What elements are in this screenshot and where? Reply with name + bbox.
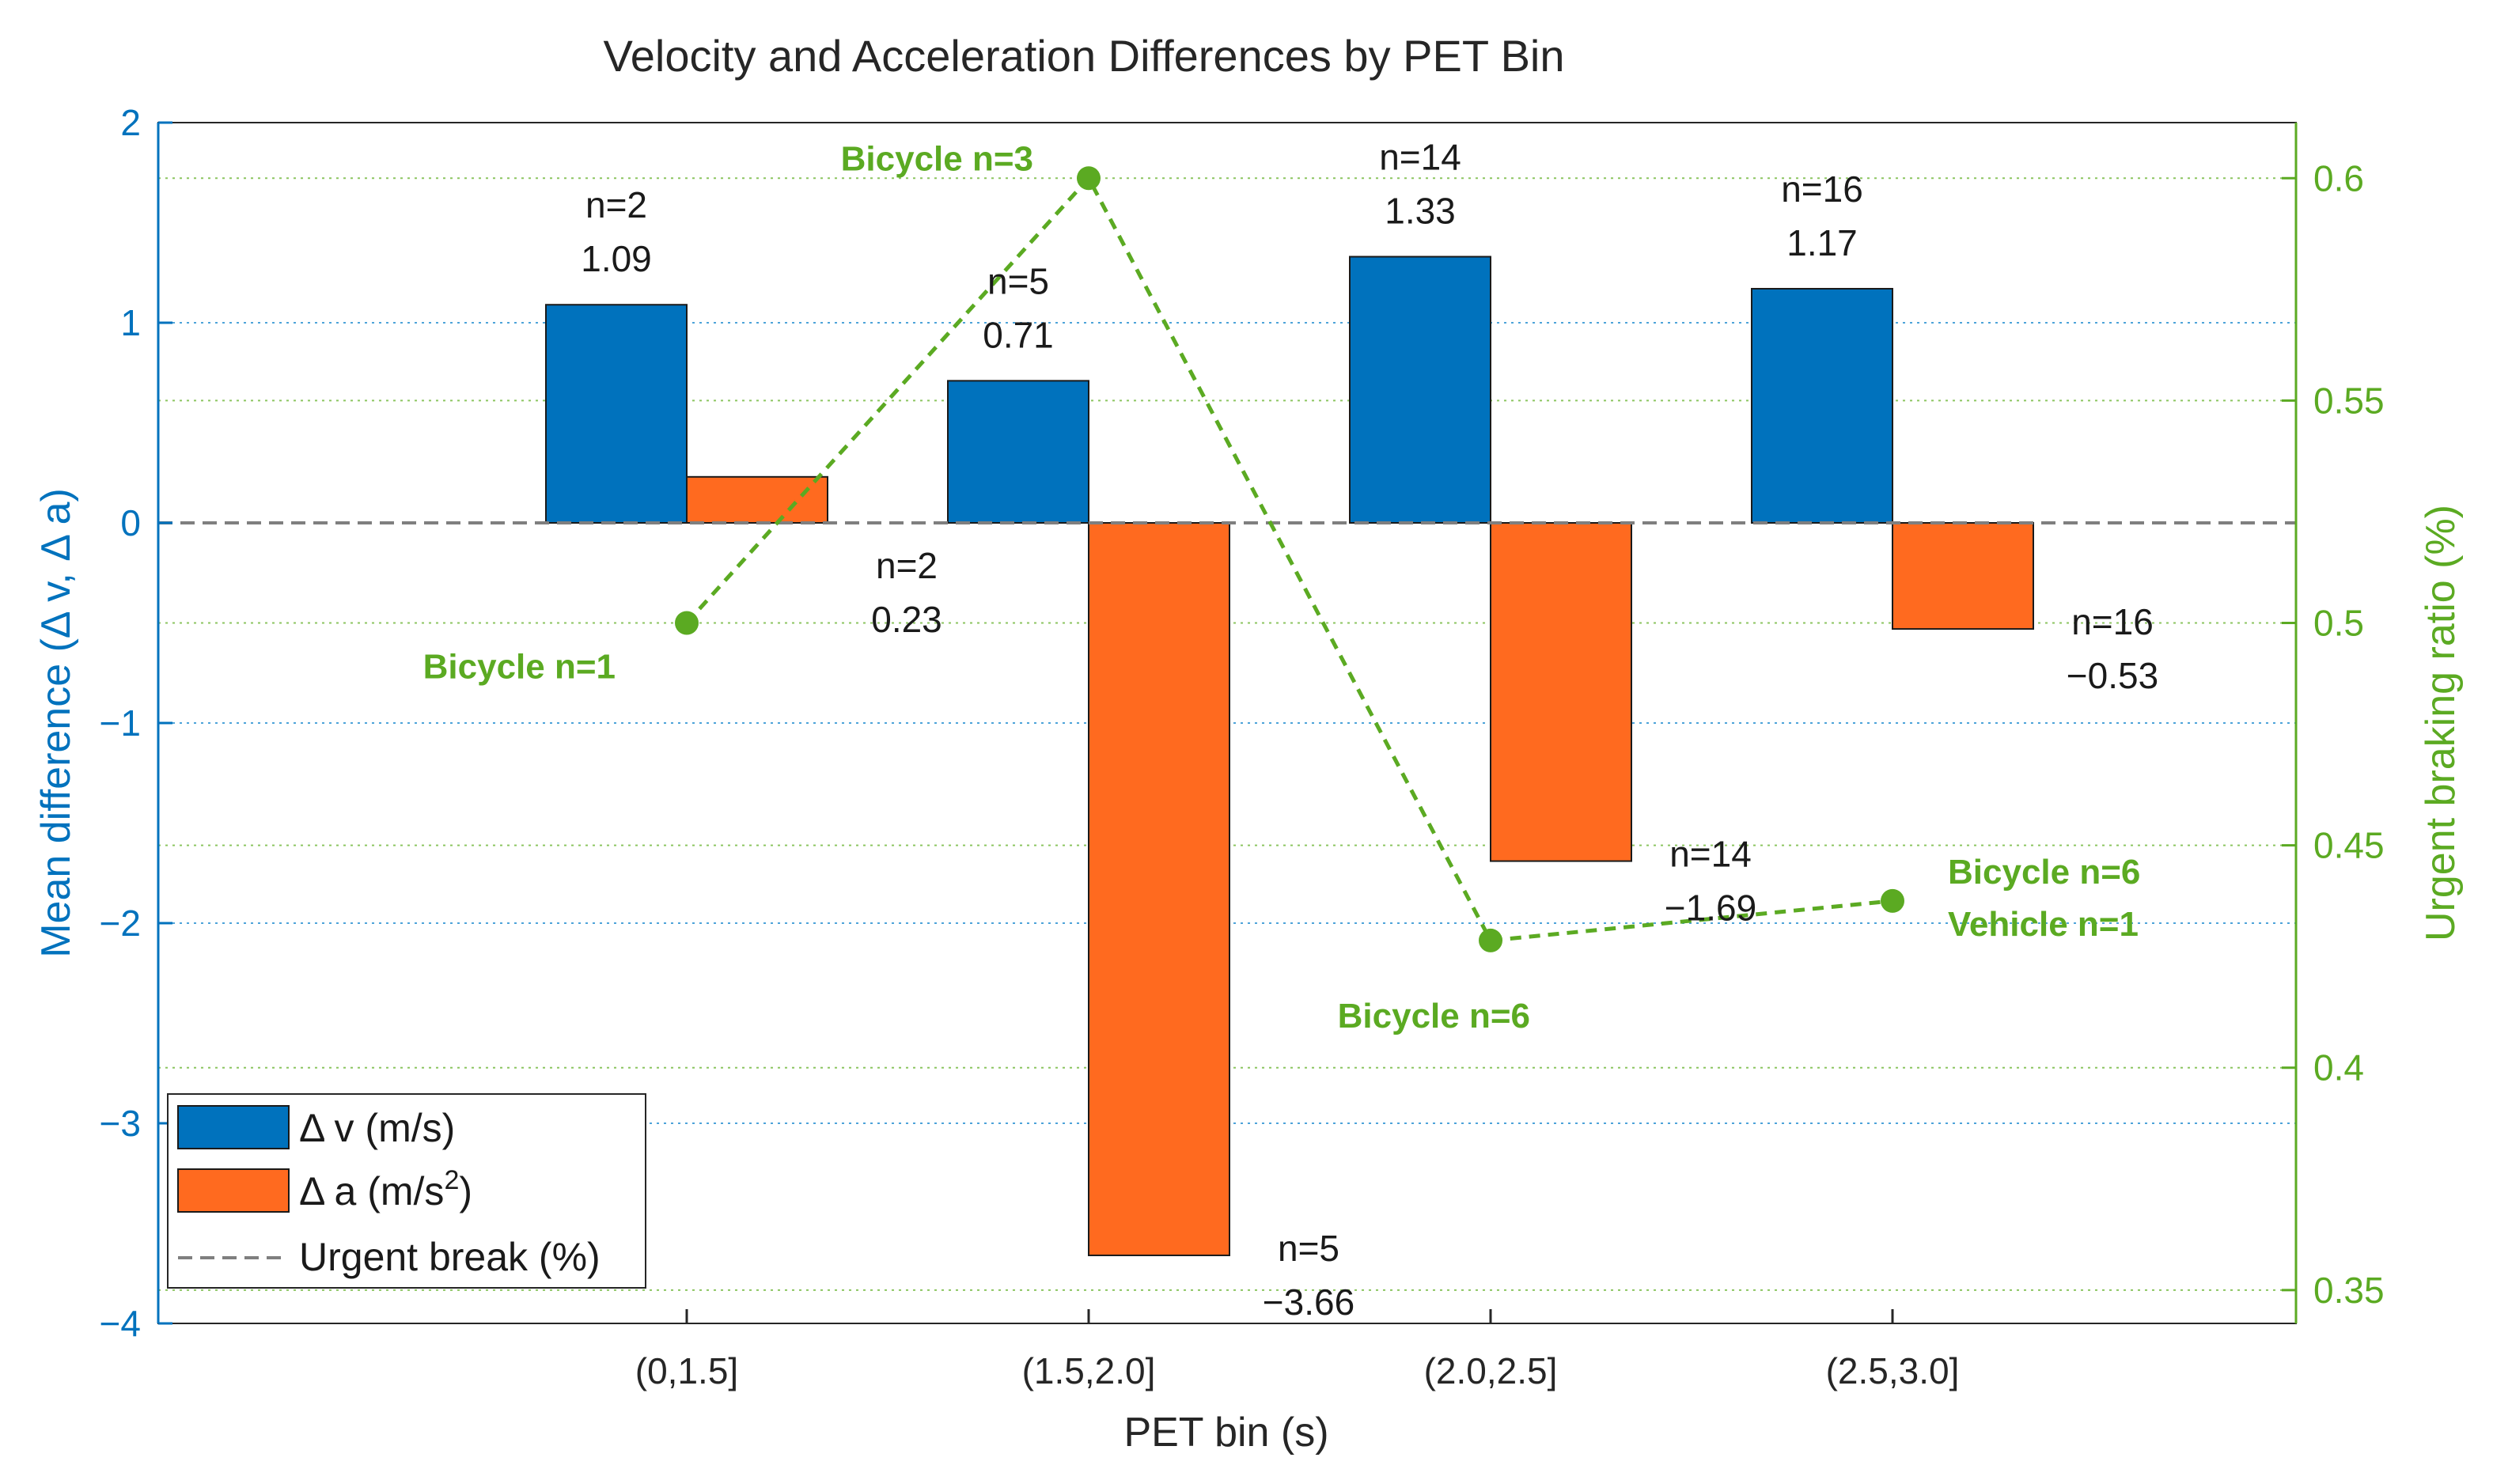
- right-tick-label: 0.35: [2313, 1270, 2385, 1311]
- delta-a-n-label: n=16: [2071, 601, 2154, 642]
- x-axis-ticks: (0,1.5] (1.5,2.0] (2.0,2.5] (2.5,3.0]: [635, 1309, 1960, 1391]
- bar-delta-v: [545, 304, 688, 524]
- legend: Δ v (m/s) Δ a (m/s2) Urgent break (%): [167, 1093, 646, 1289]
- delta-v-n-label: n=5: [987, 260, 1049, 301]
- legend-swatch-da: [177, 1168, 290, 1213]
- delta-a-value-label: −1.69: [1665, 888, 1756, 929]
- legend-swatch-dv: [177, 1105, 290, 1149]
- delta-v-n-label: n=2: [585, 184, 647, 225]
- urgent-break-point: [1479, 928, 1502, 952]
- delta-a-value-label: −3.66: [1263, 1281, 1354, 1323]
- right-tick-label: 0.6: [2313, 157, 2364, 199]
- legend-label-da: Δ a (m/s2): [299, 1165, 472, 1213]
- delta-a-n-label: n=2: [876, 545, 938, 586]
- legend-label-urgent: Urgent break (%): [299, 1235, 601, 1279]
- x-axis-title: PET bin (s): [1123, 1410, 1328, 1456]
- data-labels: n=2 1.09 n=2 0.23 n=5 0.71 n=5 −3.66 n=14 1.33 n=1…: [581, 137, 2158, 1323]
- left-axis-ticks: −4 −3 −2 −1 0 1 2: [100, 102, 172, 1344]
- x-tick-label: (2.0,2.5]: [1424, 1350, 1558, 1391]
- left-tick-label: −4: [100, 1303, 141, 1344]
- urgent-break-point: [675, 611, 699, 635]
- left-tick-label: 1: [120, 302, 141, 343]
- urgent-break-polyline: [685, 174, 1893, 943]
- y-axis-title-left: Mean difference (Δ v, Δ a): [33, 488, 79, 958]
- urgent-break-point: [1881, 888, 1904, 913]
- line-annotation: Vehicle n=1: [1948, 905, 2139, 944]
- bar-series: [545, 256, 2034, 1256]
- urgent-break-point: [1077, 166, 1101, 191]
- delta-v-value-label: 0.71: [983, 314, 1054, 355]
- left-tick-label: 0: [120, 502, 141, 543]
- delta-v-value-label: 1.33: [1385, 191, 1456, 232]
- bar-delta-a: [1088, 522, 1230, 1256]
- right-tick-label: 0.45: [2313, 825, 2385, 866]
- legend-label-dv: Δ v (m/s): [299, 1106, 455, 1150]
- delta-a-n-label: n=5: [1278, 1228, 1339, 1269]
- delta-v-n-label: n=14: [1379, 137, 1461, 178]
- bar-delta-a: [686, 475, 828, 524]
- bar-delta-v: [1751, 287, 1893, 524]
- delta-a-value-label: 0.23: [871, 599, 942, 640]
- bar-delta-a: [1892, 522, 2034, 630]
- line-annotations: Bicycle n=1 Bicycle n=3 Bicycle n=6 Bicycle…: [423, 139, 2141, 1035]
- delta-v-value-label: 1.17: [1786, 222, 1858, 263]
- urgent-break-line: [675, 166, 1904, 952]
- bar-delta-v: [1349, 256, 1491, 524]
- bar-delta-v: [947, 380, 1089, 524]
- left-tick-label: −3: [100, 1103, 141, 1144]
- chart-title: Velocity and Acceleration Differences by…: [603, 31, 1564, 81]
- x-tick-label: (0,1.5]: [635, 1350, 738, 1391]
- x-tick-label: (1.5,2.0]: [1022, 1350, 1156, 1391]
- line-annotation: Bicycle n=6: [1338, 997, 1530, 1035]
- right-axis-ticks: 0.35 0.4 0.45 0.5 0.55 0.6: [2282, 157, 2385, 1311]
- x-tick-label: (2.5,3.0]: [1826, 1350, 1960, 1391]
- bar-delta-a: [1490, 522, 1632, 862]
- line-annotation: Bicycle n=1: [423, 648, 616, 687]
- left-tick-label: 2: [120, 102, 141, 143]
- delta-a-n-label: n=14: [1669, 834, 1752, 875]
- delta-v-n-label: n=16: [1781, 168, 1863, 210]
- right-tick-label: 0.55: [2313, 380, 2385, 421]
- right-tick-label: 0.5: [2313, 603, 2364, 644]
- left-tick-label: −2: [100, 903, 141, 944]
- right-tick-label: 0.4: [2313, 1047, 2364, 1088]
- line-annotation: Bicycle n=3: [841, 139, 1033, 178]
- y-axis-title-right: Urgent braking ratio (%): [2418, 505, 2464, 941]
- left-tick-label: −1: [100, 702, 141, 744]
- delta-v-value-label: 1.09: [581, 238, 652, 279]
- delta-a-value-label: −0.53: [2067, 655, 2158, 696]
- line-annotation: Bicycle n=6: [1948, 853, 2140, 892]
